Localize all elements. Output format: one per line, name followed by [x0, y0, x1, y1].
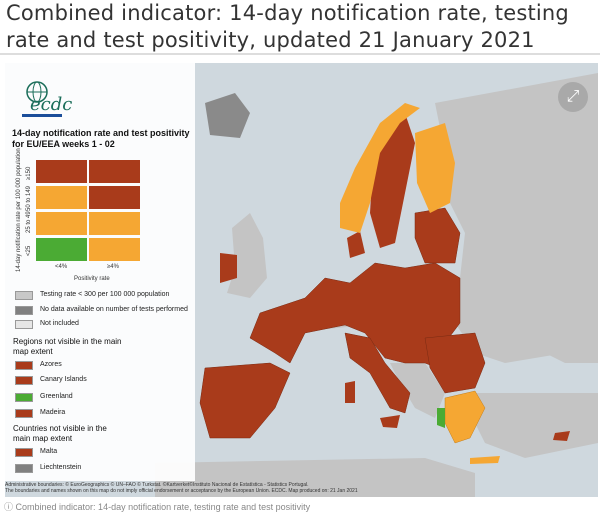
legend-label: Liechtenstein	[40, 464, 82, 471]
y-tick-ge150: ≥150	[26, 166, 32, 180]
legend-swatch	[15, 306, 33, 315]
legend-label: Testing rate < 300 per 100 000 populatio…	[40, 291, 170, 298]
map-footer: Administrative boundaries: © EuroGeograp…	[5, 482, 585, 494]
legend-panel	[5, 63, 195, 481]
matrix-cell-50to149-high	[89, 186, 140, 209]
ecdc-logo: ecdc	[12, 80, 72, 127]
regions-heading: Regions not visible in the main map exte…	[13, 337, 122, 356]
info-icon: ⓘ	[4, 502, 16, 512]
norway-orange	[340, 103, 420, 233]
legend-label: No data available on number of tests per…	[40, 306, 188, 313]
legend-label: Not included	[40, 320, 79, 327]
matrix-cell-ge150-high	[89, 160, 140, 183]
legend-swatch	[15, 409, 33, 418]
legend-swatch	[15, 393, 33, 402]
matrix-cell-lt25-low	[36, 238, 87, 261]
north-africa-land	[155, 458, 475, 497]
legend-swatch	[15, 291, 33, 300]
title-divider	[0, 53, 600, 55]
legend-swatch	[15, 376, 33, 385]
legend-swatch	[15, 464, 33, 473]
ireland-red	[220, 253, 237, 283]
iberia-red	[199, 362, 291, 439]
cyprus-red	[553, 431, 570, 441]
matrix-cell-25to49-low	[36, 212, 87, 235]
x-axis-label: Positivity rate	[74, 276, 110, 282]
logo-text: ecdc	[30, 94, 73, 115]
footer-line-1: Administrative boundaries: © EuroGeograp…	[5, 482, 309, 488]
matrix-cell-ge150-low	[36, 160, 87, 183]
sicily-red	[380, 415, 400, 428]
legend-label: Malta	[40, 448, 58, 455]
legend-label: Greenland	[40, 393, 73, 400]
y-tick-50to149: 50 to 149	[26, 185, 32, 211]
countries-heading: Countries not visible in the main map ex…	[13, 424, 107, 443]
finland-orange	[415, 123, 455, 213]
legend-swatch	[15, 320, 33, 329]
greece-orange	[444, 390, 486, 444]
italy-red	[344, 332, 411, 414]
matrix-cell-25to49-high	[89, 212, 140, 235]
balkans-nonEU-land	[390, 363, 445, 418]
expand-map-button[interactable]: ⤢	[558, 82, 588, 112]
legend-label: Canary Islands	[40, 376, 87, 383]
page-title: Combined indicator: 14-day notification …	[6, 1, 569, 52]
europe-map	[155, 73, 598, 497]
romania-bulgaria-red	[424, 332, 486, 394]
footer-line-2: The boundaries and names shown on this m…	[5, 488, 358, 494]
albania-green	[437, 408, 445, 428]
crete-orange	[470, 456, 500, 464]
legend-swatch	[15, 448, 33, 457]
sardinia-red	[345, 381, 355, 403]
legend-label: Azores	[40, 361, 62, 368]
caption-text: Combined indicator: 14-day notification …	[15, 502, 311, 512]
baltics-red	[414, 207, 461, 264]
y-tick-lt25: <25	[26, 245, 32, 256]
globe-icon	[22, 81, 62, 117]
y-tick-25to49: 25 to 49	[26, 211, 32, 233]
expand-arrows-icon: ⤢	[566, 86, 580, 105]
denmark-red	[347, 231, 365, 258]
legend-label: Madeira	[40, 409, 66, 416]
turkey-land	[470, 393, 598, 458]
svalbard-land	[205, 93, 250, 138]
x-tick-ge4: ≥4%	[107, 264, 119, 270]
x-tick-lt4: <4%	[55, 264, 68, 270]
legend-title: 14-day notification rate and test positi…	[12, 128, 190, 149]
matrix-cell-lt25-high	[89, 238, 140, 261]
ukraine-land	[455, 273, 565, 363]
matrix-cell-50to149-low	[36, 186, 87, 209]
legend-swatch	[15, 361, 33, 370]
